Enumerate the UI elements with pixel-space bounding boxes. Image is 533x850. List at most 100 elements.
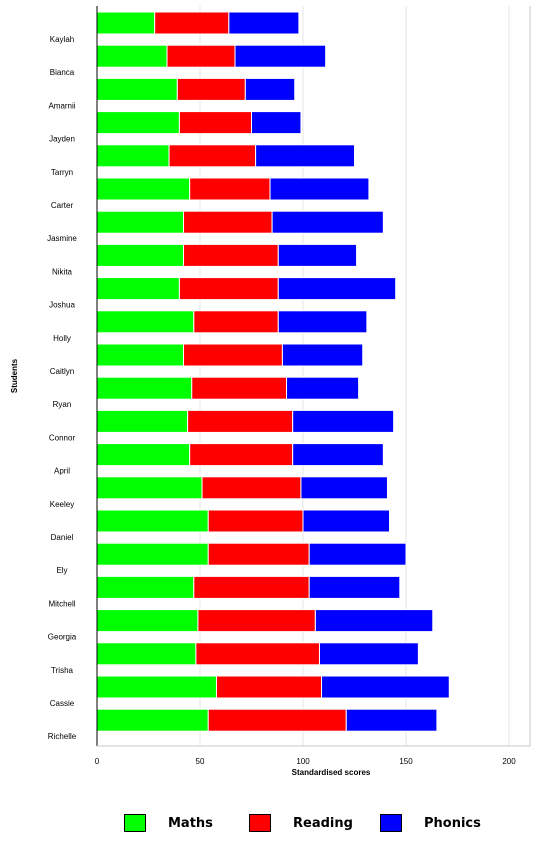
bar-phonics [302, 509, 391, 533]
bar-maths [96, 210, 185, 234]
y-category-label: Daniel [51, 533, 74, 542]
bar-maths [96, 675, 217, 699]
bar-phonics [318, 642, 419, 666]
x-tick-labels: 0 50 100 150 200 [95, 757, 516, 766]
bar-reading [183, 210, 273, 234]
bar-maths [96, 542, 209, 566]
bar-phonics [308, 542, 407, 566]
y-category-label: Jasmine [47, 234, 77, 243]
bar-reading [201, 476, 302, 500]
y-category-label: Mitchell [48, 599, 75, 608]
legend-label-reading: Reading [293, 816, 353, 831]
bar-reading [168, 144, 257, 168]
bar-reading [187, 409, 294, 433]
bar-maths [96, 343, 185, 367]
bar-maths [96, 144, 170, 168]
y-category-label: Connor [49, 433, 76, 442]
legend: Maths Reading Phonics [0, 812, 533, 840]
bar-reading [183, 343, 283, 367]
bar-reading [207, 509, 304, 533]
bar-phonics [345, 708, 438, 732]
bar-phonics [292, 443, 384, 467]
bar-phonics [277, 310, 368, 334]
bar-maths [96, 44, 168, 68]
y-category-label: Holly [53, 334, 71, 343]
y-category-label: Keeley [50, 500, 74, 509]
bar-phonics [321, 675, 450, 699]
y-category-label: Kaylah [50, 35, 74, 44]
bar-phonics [286, 376, 360, 400]
bar-maths [96, 575, 195, 599]
bar-maths [96, 476, 203, 500]
bar-phonics [234, 44, 327, 68]
y-category-label: Ely [56, 566, 67, 575]
bar-maths [96, 708, 209, 732]
bar-maths [96, 111, 180, 135]
y-category-labels: Kaylah Bianca Amarnii Jayden Tarryn Carter Jas… [47, 35, 77, 741]
legend-swatch-maths [124, 814, 146, 832]
bar-phonics [269, 177, 370, 201]
y-category-label: Amarnii [48, 101, 75, 110]
y-category-label: Jayden [49, 135, 75, 144]
bar-reading [189, 177, 271, 201]
bar-phonics [271, 210, 384, 234]
bar-reading [191, 376, 288, 400]
legend-label-maths: Maths [168, 816, 213, 831]
bar-maths [96, 376, 193, 400]
bar-reading [183, 243, 279, 267]
bar-reading [166, 44, 236, 68]
bar-reading [207, 708, 347, 732]
bar-maths [96, 409, 189, 433]
bar-reading [197, 609, 316, 633]
bar-maths [96, 609, 199, 633]
y-category-label: April [54, 467, 70, 476]
bar-reading [215, 675, 323, 699]
bar-phonics [281, 343, 364, 367]
x-tick-label: 150 [399, 757, 413, 766]
bar-maths [96, 443, 191, 467]
bar-phonics [255, 144, 355, 168]
y-category-label: Richelle [48, 732, 77, 741]
y-category-label: Caitlyn [50, 367, 74, 376]
bar-phonics [277, 243, 358, 267]
bar-maths [96, 310, 195, 334]
bar-reading [189, 443, 294, 467]
bar-reading [176, 77, 246, 101]
y-category-label: Bianca [50, 68, 75, 77]
bar-phonics [308, 575, 401, 599]
bar-maths [96, 642, 197, 666]
x-tick-label: 100 [296, 757, 310, 766]
y-axis-title: Students [10, 358, 19, 393]
x-axis-title: Standardised scores [292, 768, 371, 777]
x-tick-label: 0 [95, 757, 100, 766]
bar-maths [96, 277, 180, 301]
bar-phonics [228, 11, 300, 35]
bar-reading [154, 11, 230, 35]
bar-phonics [300, 476, 388, 500]
bar-phonics [251, 111, 302, 135]
bar-phonics [244, 77, 296, 101]
bar-phonics [314, 609, 434, 633]
bar-reading [178, 277, 279, 301]
legend-label-phonics: Phonics [424, 816, 481, 831]
x-tick-label: 200 [502, 757, 516, 766]
bar-maths [96, 77, 178, 101]
bar-reading [178, 111, 252, 135]
bar-phonics [292, 409, 395, 433]
bar-phonics [277, 277, 397, 301]
bar-maths [96, 243, 185, 267]
bar-reading [207, 542, 310, 566]
legend-swatch-reading [249, 814, 271, 832]
bar-maths [96, 11, 156, 35]
bar-maths [96, 177, 191, 201]
y-category-label: Trisha [51, 666, 73, 675]
bar-reading [195, 642, 320, 666]
y-category-label: Georgia [48, 633, 77, 642]
bars [96, 11, 450, 732]
y-category-label: Joshua [49, 301, 75, 310]
bar-maths [96, 509, 209, 533]
bar-reading [193, 575, 310, 599]
y-category-label: Tarryn [51, 168, 73, 177]
y-category-label: Cassie [50, 699, 75, 708]
